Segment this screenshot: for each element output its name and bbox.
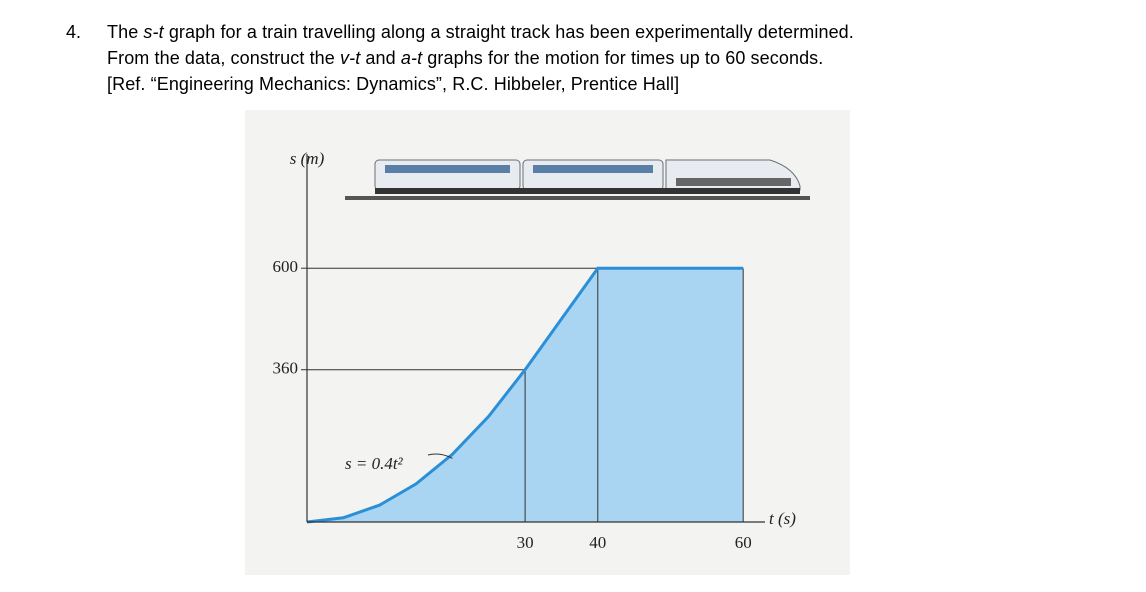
annotation-leader <box>427 453 453 459</box>
x-tick-label: 60 <box>735 533 752 552</box>
y-axis-label: s (m) <box>290 149 325 168</box>
problem-line: [Ref. “Engineering Mechanics: Dynamics”,… <box>107 74 679 95</box>
problem-line: From the data, construct the v-t and a-t… <box>107 48 823 69</box>
problem-line: The s-t graph for a train travelling alo… <box>107 22 854 43</box>
x-tick-label: 30 <box>517 533 534 552</box>
y-tick-label: 600 <box>273 257 299 276</box>
y-tick-label: 360 <box>273 359 299 378</box>
text: [Ref. “Engineering Mechanics: Dynamics”,… <box>107 74 680 94</box>
text: v-t <box>340 48 361 68</box>
text: s-t <box>143 22 164 42</box>
text: graph for a train travelling along a str… <box>163 22 854 42</box>
problem-number: 4. <box>66 22 82 42</box>
train <box>345 159 810 200</box>
text: graphs for the motion for times up to 60… <box>422 48 824 68</box>
text: and <box>360 48 401 68</box>
x-tick-label: 40 <box>589 533 606 552</box>
annotation: s = 0.4t² <box>345 454 404 473</box>
text: a-t <box>400 48 423 68</box>
text: The <box>107 22 144 42</box>
curve <box>306 266 744 524</box>
x-axis-label: t (s) <box>769 509 796 528</box>
text: From the data, construct the <box>107 48 341 68</box>
